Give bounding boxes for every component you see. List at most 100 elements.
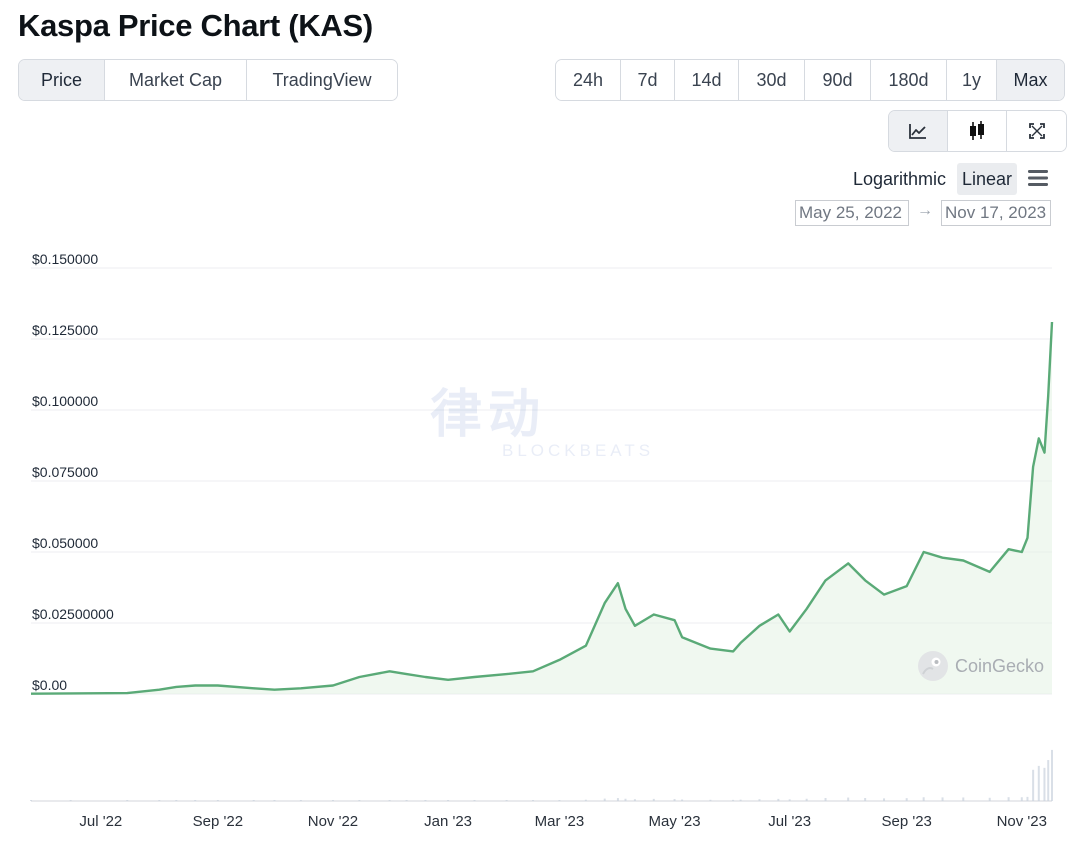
- volume-bar: [558, 800, 561, 801]
- y-tick-label: $0.100000: [32, 393, 98, 409]
- line-chart-button[interactable]: [889, 111, 948, 151]
- line-chart-icon: [909, 124, 926, 139]
- x-tick-label: Nov '23: [997, 813, 1047, 830]
- candlestick-icon: [970, 121, 984, 140]
- volume-bar: [273, 800, 276, 801]
- date-from-input[interactable]: May 25, 2022: [795, 200, 909, 226]
- volume-bar: [158, 800, 161, 801]
- tab-price[interactable]: Price: [19, 60, 105, 100]
- x-tick-label: May '23: [649, 813, 701, 830]
- expand-button[interactable]: [1007, 111, 1066, 151]
- volume-bar: [1047, 760, 1050, 801]
- volume-bar: [732, 799, 735, 801]
- volume-bar: [126, 800, 129, 801]
- candlestick-button[interactable]: [948, 111, 1007, 151]
- volume-bar: [1007, 797, 1010, 801]
- volume-bar: [905, 798, 908, 801]
- volume-bar: [69, 800, 72, 801]
- y-axis-ticks: $0.00 $0.02500000 $0.050000 $0.075000 $0.100…: [32, 251, 114, 693]
- scale-linear-option[interactable]: Linear: [957, 163, 1018, 195]
- x-tick-label: Jan '23: [424, 813, 472, 830]
- date-arrow: →: [917, 202, 933, 219]
- volume-bar: [388, 800, 391, 801]
- volume-bars: [30, 749, 1053, 802]
- page-title: Kaspa Price Chart (KAS): [18, 8, 373, 43]
- volume-bar: [584, 799, 587, 801]
- range-30d-button[interactable]: 30d: [739, 60, 805, 100]
- volume-bar: [988, 797, 991, 801]
- date-to-input[interactable]: Nov 17, 2023: [941, 200, 1051, 226]
- y-tick-label: $0.075000: [32, 464, 98, 480]
- volume-bar: [633, 799, 636, 801]
- volume-bar: [1043, 767, 1046, 801]
- scale-logarithmic-option[interactable]: Logarithmic: [853, 168, 947, 189]
- range-24h-button[interactable]: 24h: [556, 60, 621, 100]
- volume-bar: [299, 800, 302, 801]
- volume-bar: [603, 798, 606, 801]
- x-tick-label: Sep '22: [193, 813, 243, 830]
- volume-bar: [681, 799, 684, 801]
- volume-bar: [1026, 796, 1029, 801]
- tab-market-cap[interactable]: Market Cap: [105, 60, 247, 100]
- volume-bar: [405, 800, 408, 801]
- volume-bar: [922, 797, 925, 801]
- range-max-button[interactable]: Max: [997, 60, 1064, 100]
- volume-bar: [216, 800, 219, 801]
- volume-bar: [673, 799, 676, 801]
- range-90d-button[interactable]: 90d: [805, 60, 871, 100]
- volume-bar: [1037, 765, 1040, 801]
- volume-bar: [447, 800, 450, 801]
- volume-bar: [616, 798, 619, 801]
- volume-bar: [777, 798, 780, 801]
- volume-bar: [532, 800, 535, 801]
- price-line: [30, 321, 1054, 695]
- y-tick-label: $0.00: [32, 677, 67, 693]
- coingecko-brand: CoinGecko: [917, 650, 1044, 682]
- volume-bar: [805, 798, 808, 801]
- volume-bar: [758, 799, 761, 801]
- expand-icon: [1028, 123, 1045, 139]
- volume-bar: [1032, 769, 1035, 801]
- volume-bar: [175, 800, 178, 801]
- volume-bar: [883, 798, 886, 801]
- view-tabs: Price Market Cap TradingView: [18, 59, 398, 101]
- x-tick-label: Sep '23: [881, 813, 931, 830]
- chart-type-tabs: [888, 110, 1067, 152]
- volume-bar: [864, 798, 867, 801]
- volume-bar: [709, 799, 712, 801]
- volume-bar: [505, 800, 508, 801]
- volume-bar: [30, 800, 32, 801]
- x-tick-label: Nov '22: [308, 813, 358, 830]
- range-1y-button[interactable]: 1y: [947, 60, 997, 100]
- volume-bar: [358, 800, 361, 801]
- range-14d-button[interactable]: 14d: [675, 60, 739, 100]
- tab-tradingview[interactable]: TradingView: [247, 60, 397, 100]
- volume-bar: [847, 797, 850, 801]
- volume-bar: [1020, 797, 1023, 801]
- volume-bar: [624, 798, 627, 801]
- volume-bar: [652, 798, 655, 801]
- volume-bar: [424, 800, 427, 801]
- range-7d-button[interactable]: 7d: [621, 60, 675, 100]
- volume-bar: [739, 799, 742, 801]
- price-series-line: [30, 321, 1054, 695]
- range-180d-button[interactable]: 180d: [871, 60, 947, 100]
- volume-bar: [824, 798, 827, 801]
- y-tick-label: $0.125000: [32, 322, 98, 338]
- y-tick-label: $0.150000: [32, 251, 98, 267]
- volume-bar: [194, 800, 197, 801]
- x-axis-ticks: Jul '22 Sep '22 Nov '22 Jan '23 Mar '23 May '…: [79, 813, 1047, 830]
- y-tick-label: $0.050000: [32, 535, 98, 551]
- volume-bar: [252, 800, 255, 801]
- price-chart[interactable]: $0.00 $0.02500000 $0.050000 $0.075000 $0.100…: [0, 240, 1088, 840]
- volume-bar: [1051, 749, 1053, 801]
- menu-icon[interactable]: [1026, 166, 1050, 190]
- y-tick-label: $0.02500000: [32, 606, 114, 622]
- range-tabs: 24h 7d 14d 30d 90d 180d 1y Max: [555, 59, 1065, 101]
- x-tick-label: Jul '22: [79, 813, 122, 830]
- price-area: [31, 322, 1052, 694]
- volume-bar: [941, 797, 944, 801]
- volume-bar: [473, 800, 476, 801]
- x-tick-label: Mar '23: [535, 813, 585, 830]
- price-area-fill: [31, 322, 1052, 694]
